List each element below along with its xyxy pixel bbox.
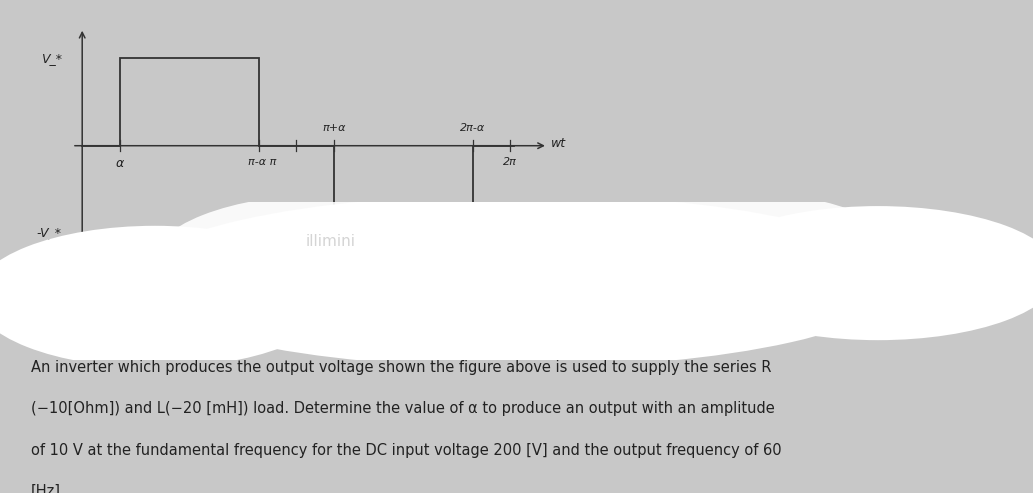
Text: (−10[Ohm]) and L(−20 [mH]) load. Determine the value of α to produce an output w: (−10[Ohm]) and L(−20 [mH]) load. Determi… xyxy=(31,401,775,416)
Ellipse shape xyxy=(150,194,511,336)
Text: π+α: π+α xyxy=(322,124,345,134)
Text: V_*: V_* xyxy=(40,52,62,65)
Text: of 10 V at the fundamental frequency for the DC input voltage 200 [V] and the ou: of 10 V at the fundamental frequency for… xyxy=(31,443,782,458)
Text: 2π-α: 2π-α xyxy=(461,124,486,134)
Text: π-α π: π-α π xyxy=(248,157,277,167)
Text: wt: wt xyxy=(552,138,566,150)
Text: -V_*: -V_* xyxy=(37,226,62,240)
Ellipse shape xyxy=(697,206,1033,340)
Text: α: α xyxy=(116,157,124,170)
Text: illimini: illimini xyxy=(306,234,355,249)
Text: 2π: 2π xyxy=(503,157,518,167)
Text: An inverter which produces the output voltage shown the figure above is used to : An inverter which produces the output vo… xyxy=(31,360,772,375)
Text: [Hz].: [Hz]. xyxy=(31,484,66,493)
Ellipse shape xyxy=(542,190,904,324)
Ellipse shape xyxy=(0,226,336,368)
Ellipse shape xyxy=(129,194,904,368)
